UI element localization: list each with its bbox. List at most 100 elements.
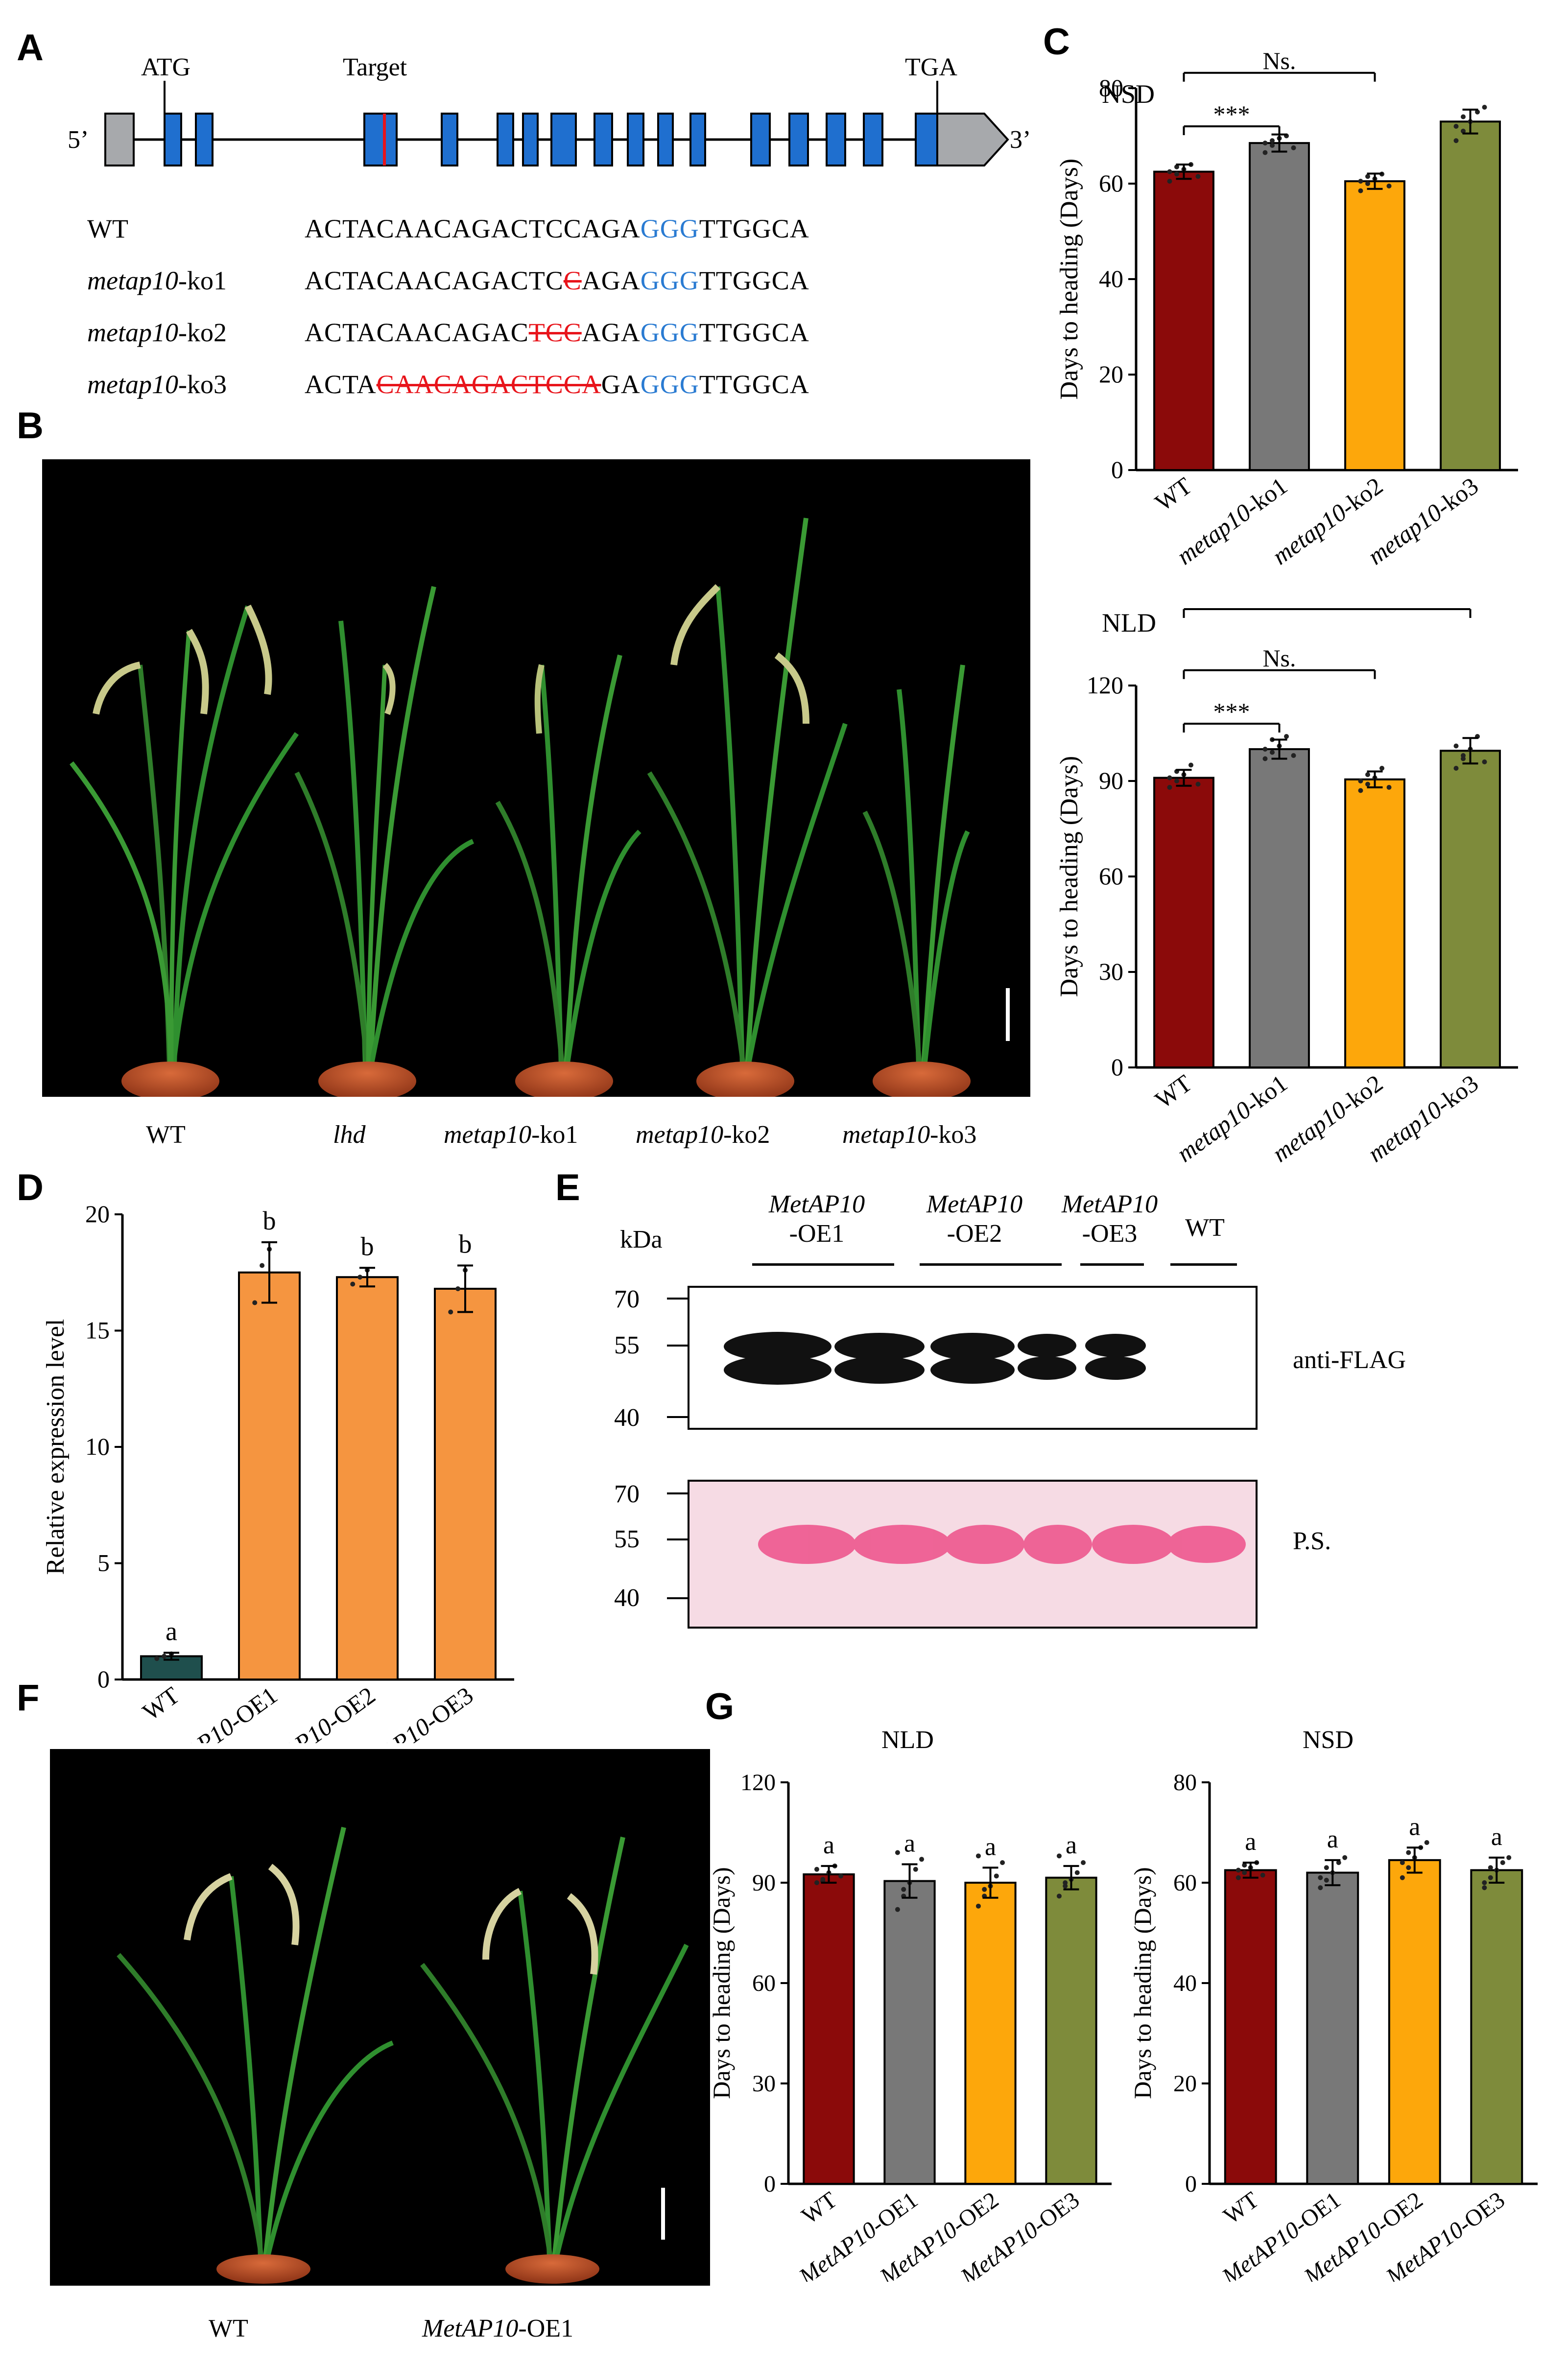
data-point [1167, 775, 1172, 780]
data-point [838, 1873, 844, 1879]
exon [497, 113, 514, 166]
pot-ko2 [696, 1062, 794, 1097]
significance-label: *** [1213, 698, 1250, 725]
data-point [1174, 779, 1179, 783]
pam-site: GGG [640, 266, 699, 295]
deleted-bases: CAACAGACTCCA [376, 370, 601, 399]
panel-label-a: A [17, 27, 44, 69]
pot-wt-f [216, 2254, 310, 2284]
data-point [994, 1873, 999, 1879]
data-point [1167, 785, 1172, 790]
pot-ko1 [515, 1062, 613, 1097]
exon [522, 113, 539, 166]
y-tick-label: 120 [740, 1770, 776, 1796]
plant-photo-f [50, 1749, 710, 2286]
data-point [1262, 150, 1268, 155]
data-point [1242, 1870, 1247, 1875]
data-point [448, 1309, 453, 1315]
chart-title: NLD [1102, 608, 1156, 638]
bar [1388, 1859, 1441, 2185]
data-point [814, 1880, 819, 1885]
data-point [1235, 1875, 1241, 1880]
plant-wt [70, 604, 299, 1067]
bar [803, 1873, 855, 2185]
y-tick-label: 40 [1099, 265, 1123, 292]
plant-illustration [70, 518, 1010, 1097]
y-tick-label: 40 [1173, 1970, 1197, 1996]
exon [788, 113, 809, 166]
data-point [975, 1853, 981, 1859]
chart-title: NSD [1102, 79, 1155, 109]
data-point [1269, 750, 1275, 755]
photo-b-label-lhd: lhd [333, 1121, 366, 1149]
plant-lhd [294, 586, 475, 1067]
top-marker-55: 55 [614, 1331, 640, 1359]
sequence-segment: ACTACAACAGAC [305, 318, 529, 347]
y-tick-label: 20 [1173, 2071, 1197, 2097]
blot-group-oe1-line2: -OE1 [789, 1220, 845, 1248]
bottom-marker-70: 70 [614, 1480, 640, 1508]
significance-letter: b [263, 1206, 276, 1235]
y-axis-label: Days to heading (Days) [1129, 1867, 1156, 2099]
significance-letter: a [1245, 1828, 1256, 1856]
y-tick-label: 60 [1173, 1870, 1197, 1896]
anti-flag-label: anti-FLAG [1293, 1346, 1406, 1374]
data-point [1453, 766, 1459, 771]
pam-site: GGG [640, 370, 699, 399]
bar [1470, 1869, 1523, 2185]
bar [1045, 1876, 1097, 2185]
data-point [1475, 109, 1480, 115]
data-point [455, 1286, 461, 1291]
data-point [1291, 145, 1296, 150]
data-point [1365, 181, 1370, 186]
data-point [1167, 179, 1172, 184]
utr-3prime [936, 113, 1009, 166]
bar [1249, 142, 1310, 471]
blot-group-oe2-line1: MetAP10 [926, 1190, 1023, 1218]
data-point [1453, 124, 1459, 129]
data-point [1174, 171, 1179, 177]
data-point [1235, 1868, 1241, 1873]
data-point [357, 1275, 363, 1280]
bar [1153, 777, 1214, 1068]
significance-label: Ns. [1262, 47, 1296, 74]
photo-f-label-oe1: MetAP10-OE1 [422, 2315, 574, 2342]
plant-oe1-f [420, 1836, 689, 2259]
data-point [814, 1867, 819, 1872]
tga-label: TGA [905, 53, 957, 81]
gene-model-diagram [104, 81, 1009, 166]
data-point [1386, 183, 1392, 189]
atg-label: ATG [141, 53, 191, 81]
exon [441, 113, 458, 166]
data-point [1358, 188, 1363, 193]
sequence-segment: AGA [581, 266, 641, 295]
plant-ko3 [862, 664, 970, 1067]
data-point [1406, 1865, 1411, 1870]
sequence-segment: ACTACAACAGACTCCAGA [305, 214, 641, 243]
bottom-marker-55: 55 [614, 1525, 640, 1553]
data-point [895, 1907, 900, 1912]
data-point [1506, 1855, 1512, 1860]
bottom-marker-40: 40 [614, 1584, 640, 1612]
data-point [1424, 1840, 1429, 1845]
data-point [982, 1887, 987, 1892]
significance-letter: a [166, 1616, 177, 1646]
exon [550, 113, 577, 166]
y-axis-label: Days to heading (Days) [1055, 756, 1083, 997]
significance-letter: b [459, 1230, 472, 1259]
data-point [1400, 1875, 1405, 1880]
significance-letter: a [1491, 1823, 1502, 1851]
blot-group-wt: WT [1185, 1214, 1225, 1242]
bar [1344, 778, 1405, 1068]
tick [667, 1345, 688, 1347]
data-point [1242, 1863, 1247, 1868]
anti-flag-bands [724, 1332, 1146, 1385]
chart-title: NLD [881, 1726, 934, 1754]
data-point [1167, 169, 1172, 174]
exon [195, 113, 214, 166]
